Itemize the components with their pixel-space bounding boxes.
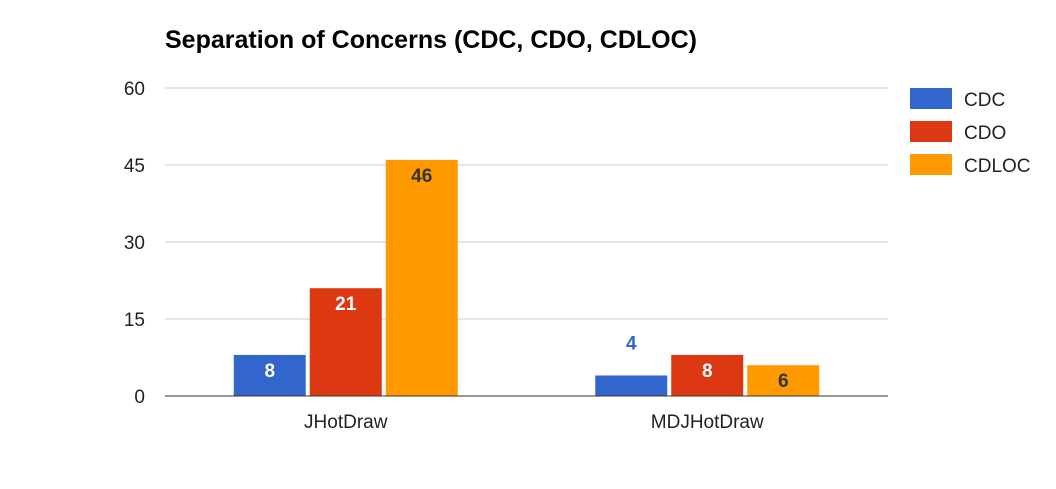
y-tick-label: 30	[124, 233, 145, 254]
bar-cdo-jhotdraw	[309, 288, 382, 396]
legend-label-cdloc: CDLOC	[964, 156, 1031, 177]
x-category-label: JHotDraw	[304, 412, 388, 433]
y-tick-label: 15	[124, 310, 145, 331]
legend-label-cdc: CDC	[964, 90, 1005, 111]
bar-cdloc-jhotdraw	[385, 159, 458, 396]
bar-value-label: 4	[626, 333, 637, 354]
chart-title: Separation of Concerns (CDC, CDO, CDLOC)	[165, 26, 697, 54]
bar-cdc-jhotdraw	[233, 354, 306, 396]
legend-swatch-cdloc	[910, 154, 952, 175]
bar-value-label: 8	[264, 361, 275, 382]
y-axis-ticks: 0 15 30 45 60	[124, 79, 145, 408]
bar-cdo-mdjhotdraw	[671, 354, 744, 396]
x-category-label: MDJHotDraw	[651, 412, 764, 433]
legend-label-cdo: CDO	[964, 123, 1006, 144]
bar-cdc-mdjhotdraw	[595, 375, 668, 396]
bar-cdloc-mdjhotdraw	[747, 365, 820, 396]
y-tick-label: 60	[124, 79, 145, 100]
bars	[233, 159, 820, 396]
bar-value-label: 6	[778, 371, 789, 392]
legend-swatch-cdo	[910, 121, 952, 142]
bar-labels: 8 21 46 4 8 6	[264, 166, 788, 392]
legend: CDC CDO CDLOC	[910, 88, 1031, 177]
y-tick-label: 45	[124, 156, 145, 177]
gridlines	[165, 87, 888, 320]
x-axis-categories: JHotDraw MDJHotDraw	[304, 412, 764, 433]
bar-value-label: 8	[702, 361, 713, 382]
bar-value-label: 46	[411, 166, 432, 187]
bar-value-label: 21	[335, 294, 357, 315]
legend-swatch-cdc	[910, 88, 952, 109]
y-tick-label: 0	[134, 387, 145, 408]
